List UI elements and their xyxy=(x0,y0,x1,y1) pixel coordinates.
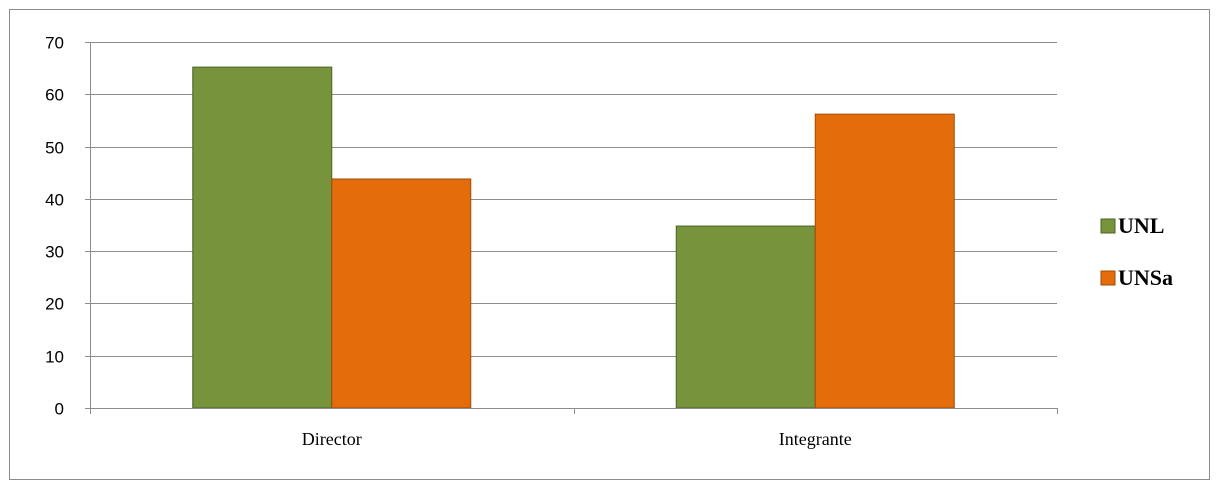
bars xyxy=(192,66,955,409)
y-axis-ticks: 0 10 20 30 40 50 60 70 xyxy=(45,34,64,419)
y-tick-label: 60 xyxy=(45,86,64,105)
y-tick-label: 0 xyxy=(55,400,64,419)
legend-label-unsa: UNSa xyxy=(1118,265,1173,290)
bar-unsa-director xyxy=(331,178,472,409)
legend-swatch-unsa xyxy=(1100,270,1116,286)
axes xyxy=(85,42,1058,414)
bar-unsa-integrante xyxy=(814,113,955,409)
x-tick-label: Director xyxy=(302,429,362,449)
y-tick-label: 40 xyxy=(45,191,64,210)
bar-unl-integrante xyxy=(675,225,816,409)
legend-label-unl: UNL xyxy=(1118,213,1164,238)
x-axis-ticks: Director Integrante xyxy=(302,429,852,449)
x-tick-label: Integrante xyxy=(779,429,852,449)
bar-unl-director xyxy=(192,66,333,409)
y-tick-label: 70 xyxy=(45,34,64,53)
legend: UNL UNSa xyxy=(1100,213,1173,290)
y-tick-label: 10 xyxy=(45,348,64,367)
y-tick-label: 20 xyxy=(45,295,64,314)
legend-swatch-unl xyxy=(1100,218,1116,234)
y-tick-label: 30 xyxy=(45,243,64,262)
y-tick-label: 50 xyxy=(45,139,64,158)
